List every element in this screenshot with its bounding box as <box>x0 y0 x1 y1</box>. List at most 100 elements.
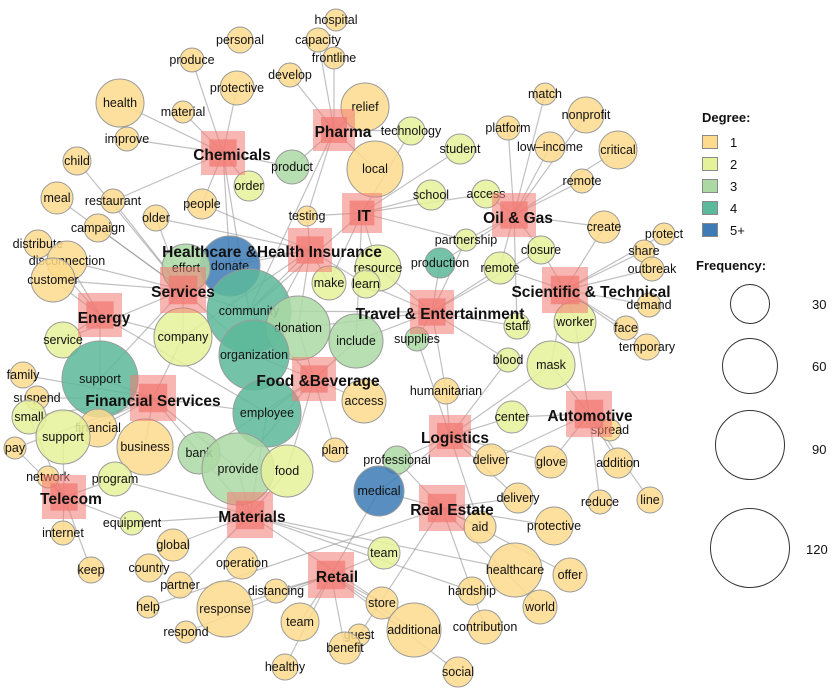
term-node-circle <box>415 179 447 211</box>
term-node: distribute <box>13 229 63 259</box>
term-node-circle <box>365 586 399 620</box>
legend: Degree: 1 2 3 4 5+ Frequency: 30 60 90 1… <box>696 110 839 590</box>
term-node: deliver <box>473 443 509 477</box>
term-label: business <box>120 440 169 454</box>
term-label: protect <box>645 227 684 241</box>
term-label: benefit <box>326 641 364 655</box>
term-node-circle <box>196 580 254 638</box>
term-label: healthcare <box>486 563 544 577</box>
term-label: outbreak <box>628 262 677 276</box>
term-node: blood <box>493 347 523 373</box>
term-label: professional <box>363 453 430 467</box>
term-node-circle <box>587 489 613 515</box>
term-node: offer <box>552 557 588 593</box>
term-label: supplies <box>394 332 440 346</box>
term-label: frontline <box>312 51 357 65</box>
term-node-circle <box>567 96 605 134</box>
industry-node: Food &Beverage <box>256 357 380 401</box>
term-label: donation <box>274 321 322 335</box>
term-label: additional <box>387 623 441 637</box>
industry-label: Scientific & Technical <box>511 284 670 301</box>
industry-square-core <box>574 399 604 429</box>
term-node-circle <box>636 486 664 514</box>
industry-node: Energy <box>78 293 131 337</box>
term-label: personal <box>216 33 264 47</box>
industry-label: Chemicals <box>193 147 271 164</box>
industry-square-core <box>418 298 446 326</box>
term-node-circle <box>602 447 634 479</box>
term-node-circle <box>522 589 558 625</box>
term-node: access <box>341 378 387 424</box>
term-label: country <box>129 561 171 575</box>
term-label: provide <box>218 462 259 476</box>
term-node: include <box>328 313 384 369</box>
term-node: equipment <box>103 510 162 536</box>
term-node: meal <box>40 181 74 215</box>
term-node-circle <box>633 333 661 361</box>
term-node: glove <box>534 445 568 479</box>
term-label: access <box>345 394 384 408</box>
term-node: demand <box>626 292 672 318</box>
term-node-circle <box>95 78 145 128</box>
term-node: restaurant <box>85 188 142 214</box>
industry-label: Telecom <box>40 491 102 508</box>
term-node-circle <box>100 188 126 214</box>
term-node: production <box>411 247 469 279</box>
term-node-circle <box>432 377 460 405</box>
term-label: plant <box>321 443 349 457</box>
degree-legend-item: 4 <box>702 197 839 219</box>
term-node: hardship <box>448 576 496 606</box>
term-label: partnership <box>435 233 498 247</box>
industry-label: Services <box>151 284 215 301</box>
term-node-circle <box>226 26 254 54</box>
term-label: line <box>640 493 660 507</box>
term-node-circle <box>526 235 556 265</box>
industry-label: Pharma <box>315 124 372 141</box>
industry-node: IT <box>342 193 382 233</box>
term-node: world <box>522 589 558 625</box>
term-label: employee <box>240 406 294 420</box>
frequency-circle <box>730 284 770 324</box>
term-label: humanitarian <box>410 384 482 398</box>
industry-label: Logistics <box>421 430 489 447</box>
term-node: partnership <box>435 228 498 252</box>
term-node-circle <box>296 205 318 227</box>
term-node-circle <box>444 133 476 165</box>
term-label: protective <box>527 519 581 533</box>
term-node-circle <box>83 213 113 243</box>
term-node: team <box>367 536 401 570</box>
term-node: response <box>196 580 254 638</box>
term-node-circle <box>50 520 76 546</box>
term-node-circle <box>495 347 521 373</box>
industry-square-core <box>168 275 198 305</box>
term-node-circle <box>274 149 310 185</box>
term-label: hospital <box>314 13 357 27</box>
term-node-circle <box>225 546 259 580</box>
term-node: store <box>365 586 399 620</box>
term-node: low–income <box>517 131 583 163</box>
term-label: small <box>14 410 43 424</box>
term-label: local <box>362 162 388 176</box>
industry-node: Materials <box>218 492 286 538</box>
term-node-circle <box>503 312 531 340</box>
term-node-circle <box>367 536 401 570</box>
term-label: respond <box>163 625 208 639</box>
term-node-circle <box>174 620 198 644</box>
term-node-circle <box>277 62 303 88</box>
term-node-circle <box>495 400 529 434</box>
degree-label: 2 <box>730 156 738 172</box>
industry-node: Pharma <box>313 109 372 151</box>
industry-node: Telecom <box>40 475 102 519</box>
term-node: global <box>156 528 190 562</box>
term-node: outbreak <box>628 256 677 282</box>
term-node-circle <box>219 70 255 106</box>
term-node-circle <box>386 602 442 658</box>
term-node: campaign <box>71 213 125 243</box>
term-node: healthy <box>265 653 306 681</box>
degree-label: 3 <box>730 178 738 194</box>
industry-square-core <box>296 236 324 264</box>
term-node: distancing <box>248 578 304 604</box>
term-label: company <box>158 330 209 344</box>
term-label: internet <box>42 526 84 540</box>
term-node: country <box>129 553 171 583</box>
